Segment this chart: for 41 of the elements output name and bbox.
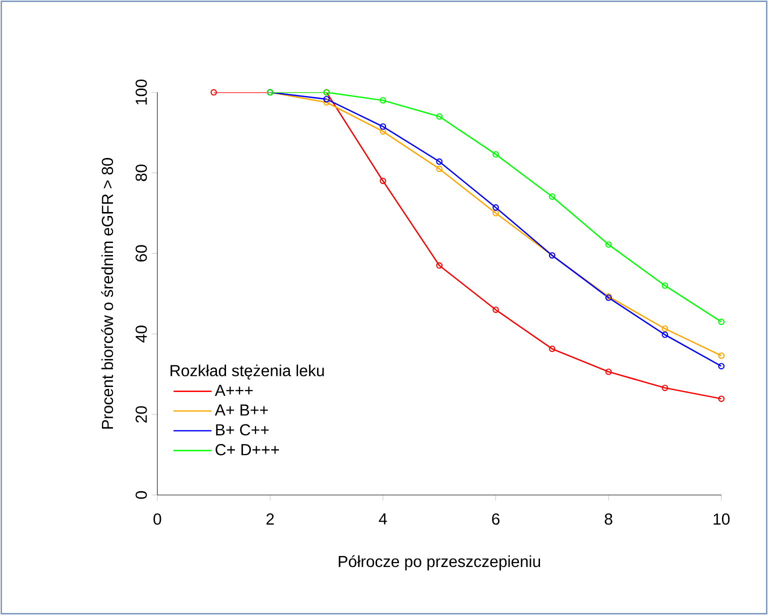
point	[380, 97, 386, 104]
point	[492, 204, 499, 211]
y-tick-label: 100	[136, 80, 147, 104]
point	[662, 332, 668, 338]
legend-label: A+ B++	[214, 404, 268, 416]
point	[662, 282, 668, 289]
legend-label: C+ D+++	[216, 444, 279, 456]
point	[436, 158, 443, 165]
point	[548, 346, 556, 352]
y-tick-label: 80	[136, 164, 147, 182]
y-tick-label: 0	[136, 491, 147, 499]
point	[380, 123, 386, 130]
x-tick-label: 6	[492, 513, 500, 525]
legend-label: A+++	[214, 384, 253, 396]
x-tick-label: 10	[714, 513, 730, 525]
point	[323, 96, 330, 102]
point	[323, 99, 330, 106]
point	[662, 384, 668, 392]
point	[605, 368, 612, 375]
x-tick-label: 0	[154, 513, 162, 525]
point	[380, 178, 386, 184]
x-tick-label: 4	[378, 513, 387, 524]
y-tick-label: 60	[136, 245, 147, 262]
x-tick-label: 8	[604, 513, 612, 525]
y-axis-title: Procent biorców o średnim eGFR > 80	[101, 158, 114, 429]
x-tick-label: 2	[266, 513, 274, 525]
point	[380, 128, 386, 135]
point	[605, 241, 612, 248]
point	[492, 210, 499, 216]
point	[662, 325, 668, 332]
legend-title: Rozkład stężenia leku	[170, 364, 324, 380]
x-axis-title: Półrocze po przeszczepieniu	[338, 555, 540, 570]
point	[436, 262, 443, 269]
y-tick-label: 40	[136, 326, 147, 342]
point	[548, 193, 556, 200]
point	[492, 306, 499, 313]
legend-label: B+ C++	[216, 424, 269, 436]
y-tick-label: 20	[136, 406, 147, 423]
point	[436, 166, 443, 172]
point	[492, 151, 499, 158]
point	[436, 113, 443, 120]
